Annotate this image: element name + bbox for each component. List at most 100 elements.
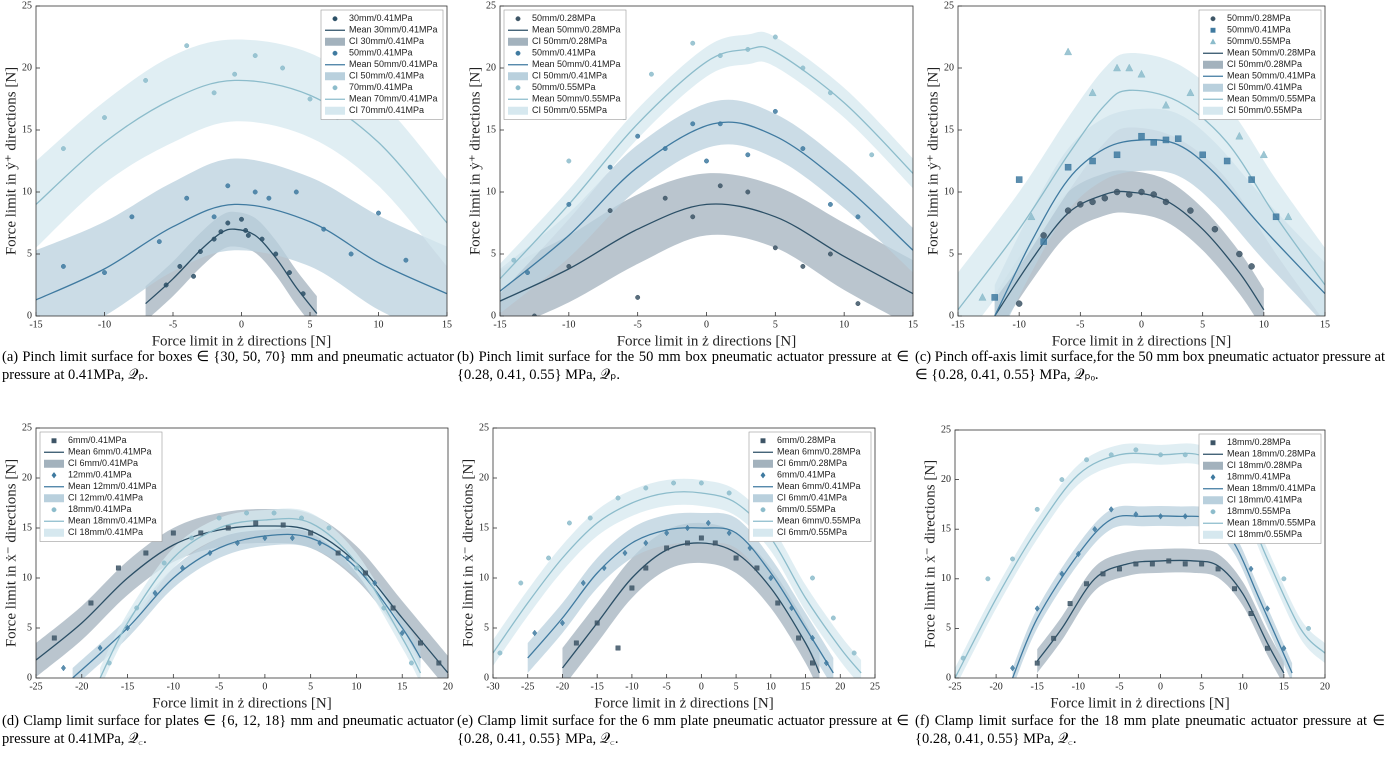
scatter-point [207, 549, 213, 557]
scatter-point [643, 539, 649, 547]
scatter-point [289, 534, 295, 542]
scatter-point [1182, 452, 1188, 458]
legend-label: 50mm/0.41MPa [349, 48, 413, 58]
y-tick-label: 10 [941, 573, 951, 584]
scatter-point [690, 40, 696, 46]
scatter-point [1077, 201, 1084, 208]
x-tick-label: 0 [262, 681, 267, 692]
scatter-point [518, 580, 524, 586]
scatter-point [1034, 506, 1040, 512]
y-axis-label: Force limit in ẏ⁺ directions [N] [467, 67, 483, 255]
x-tick-label: -5 [1076, 319, 1084, 330]
scatter-point [170, 530, 176, 536]
scatter-point [546, 555, 552, 561]
scatter-point [511, 257, 517, 263]
legend-label: CI 6mm/0.41MPa [777, 493, 847, 503]
scatter-point [1264, 645, 1270, 651]
legend-marker [332, 50, 338, 56]
y-axis-label: Force limit in ẋ⁻ directions [N] [922, 460, 938, 648]
y-tick-label: 5 [946, 623, 951, 634]
scatter-point [635, 133, 641, 139]
scatter-point [1182, 513, 1188, 520]
x-tick-label: 0 [1139, 319, 1144, 330]
scatter-point [300, 291, 306, 297]
scatter-point [134, 605, 140, 611]
legend-marker [1210, 16, 1216, 22]
x-tick-label: 0 [239, 319, 244, 330]
y-tick-label: 5 [27, 622, 32, 633]
x-tick-label: 20 [835, 681, 845, 692]
x-tick-label: -15 [591, 681, 604, 692]
scatter-point [717, 183, 723, 189]
scatter-point [191, 273, 197, 279]
scatter-point [745, 46, 751, 52]
legend-label: Mean 30mm/0.41MPa [349, 25, 438, 35]
scatter-point [1015, 300, 1023, 307]
scatter-point [809, 634, 816, 642]
caption: (a) Pinch limit surface for boxes ∈ {30,… [2, 349, 454, 383]
scatter-point [1281, 644, 1287, 652]
scatter-point [754, 565, 760, 571]
legend-label: 50mm/0.55MPa [1227, 36, 1291, 46]
scatter-point [262, 534, 268, 542]
scatter-point [211, 236, 217, 242]
legend-label: CI 70mm/0.41MPa [349, 105, 424, 115]
x-axis-label: Force limit in ż directions [N] [1052, 333, 1232, 349]
scatter-point [184, 195, 190, 201]
legend-marker [1210, 27, 1216, 33]
scatter-point [129, 214, 135, 220]
x-tick-label: -20 [75, 681, 88, 692]
legend-swatch [508, 37, 528, 46]
x-tick-label: -10 [98, 319, 111, 330]
plot-area [955, 443, 1325, 678]
scatter-point [690, 214, 696, 220]
legend-label: Mean 18mm/0.28MPa [1227, 449, 1316, 459]
scatter-point [810, 575, 815, 581]
legend-marker [1210, 509, 1216, 515]
scatter-point [287, 270, 292, 276]
legend-label: Mean 18mm/0.41MPa [1227, 483, 1316, 493]
scatter-point [372, 579, 378, 587]
scatter-point [1133, 447, 1139, 453]
legend-swatch [1203, 83, 1223, 92]
scatter-point [1150, 139, 1157, 146]
mean-line [500, 121, 913, 292]
legend-swatch [1203, 60, 1223, 69]
scatter-point [573, 640, 579, 646]
x-tick-label: -25 [948, 681, 961, 692]
scatter-point [1162, 136, 1170, 144]
y-tick-label: 20 [486, 62, 496, 73]
x-tick-label: 10 [766, 681, 776, 692]
x-tick-label: 15 [908, 319, 918, 330]
y-tick-label: 5 [27, 248, 32, 259]
ci-band [500, 99, 913, 314]
scatter-point [381, 605, 387, 611]
scatter-point [1248, 263, 1255, 270]
scatter-point [353, 565, 359, 571]
caption: (b) Pinch limit surface for the 50 mm bo… [457, 349, 909, 383]
scatter-point [991, 294, 998, 301]
legend-label: Mean 50mm/0.41MPa [532, 59, 621, 69]
scatter-point [1161, 100, 1170, 109]
scatter-point [855, 214, 861, 220]
legend-swatch [325, 72, 345, 81]
x-tick-label: 10 [1259, 319, 1269, 330]
scatter-point [1015, 176, 1023, 183]
scatter-point [308, 530, 314, 536]
scatter-point [1232, 586, 1238, 592]
scatter-point [664, 545, 670, 551]
scatter-point [102, 115, 107, 121]
mean-line [72, 533, 422, 678]
scatter-point [307, 96, 313, 102]
scatter-point [1284, 212, 1293, 221]
y-tick-label: 15 [486, 124, 496, 135]
chart-panel: -15 -10 -5 0 5 10 15 0 5 10 15 20 25 Force limit in ż… [467, 0, 918, 349]
scatter-point [1113, 151, 1121, 159]
legend-label: 18mm/0.28MPa [1227, 437, 1291, 447]
scatter-point [184, 43, 190, 49]
y-tick-label: 5 [484, 622, 489, 633]
legend-label: 18mm/0.55MPa [1227, 506, 1291, 516]
x-tick-label: -15 [1031, 681, 1044, 692]
scatter-point [698, 535, 704, 541]
